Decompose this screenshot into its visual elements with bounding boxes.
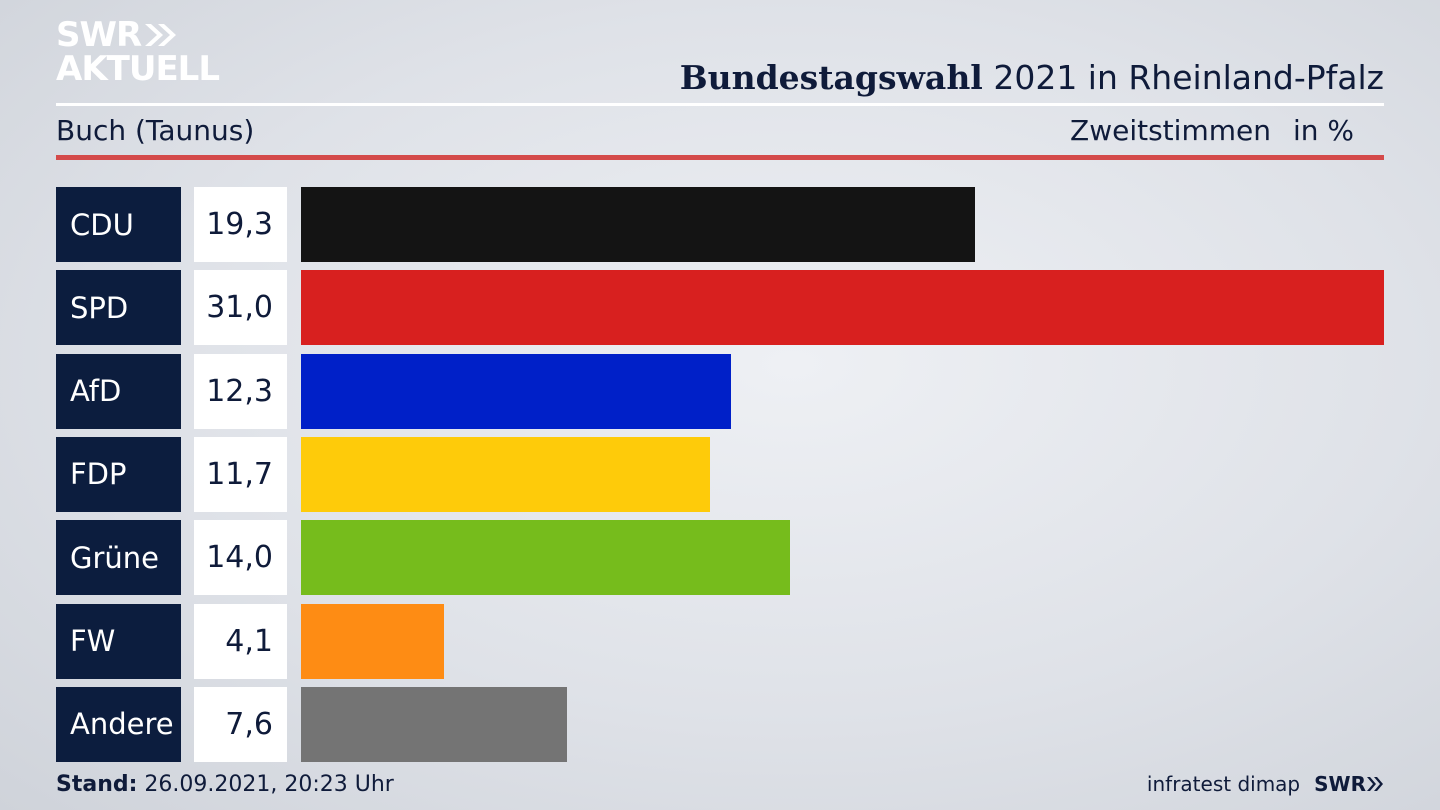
accent-divider (56, 155, 1384, 160)
value-label: 11,7 (194, 436, 287, 512)
swr-aktuell-logo: SWR AKTUELL (56, 15, 220, 89)
bar (301, 353, 731, 429)
bar (301, 686, 567, 762)
value-label: 19,3 (194, 187, 287, 262)
bar (301, 603, 444, 679)
double-chevron-right-icon (143, 22, 179, 48)
bar-row: FDP 11,7 (56, 436, 1384, 512)
title-bold: Bundestagswahl (679, 58, 983, 97)
value-label: 7,6 (194, 686, 287, 762)
party-label: SPD (56, 270, 181, 346)
party-label: FW (56, 603, 181, 679)
bar-row: SPD 31,0 (56, 270, 1384, 346)
swr-small-text: SWR (1314, 772, 1366, 796)
bar-row: Grüne 14,0 (56, 520, 1384, 596)
party-label: Andere (56, 686, 181, 762)
logo-text-swr: SWR (56, 15, 142, 55)
header-divider (56, 103, 1384, 106)
unit-label: Zweitstimmen in % (1070, 114, 1354, 147)
timestamp: Stand: 26.09.2021, 20:23 Uhr (56, 772, 394, 797)
chart-subtitle: Buch (Taunus) (56, 114, 255, 147)
bar-row: CDU 19,3 (56, 187, 1384, 262)
bar (301, 436, 710, 512)
value-label: 31,0 (194, 270, 287, 346)
bar (301, 187, 975, 262)
party-label: Grüne (56, 520, 181, 596)
source-text: infratest dimap (1146, 772, 1301, 796)
bar-row: Andere 7,6 (56, 686, 1384, 762)
chart-title: Bundestagswahl 2021 in Rheinland-Pfalz (680, 58, 1384, 97)
value-label: 12,3 (194, 353, 287, 429)
bar-row: FW 4,1 (56, 603, 1384, 679)
bar-row: AfD 12,3 (56, 353, 1384, 429)
value-label: 14,0 (194, 520, 287, 596)
title-rest: 2021 in Rheinland-Pfalz (982, 58, 1384, 97)
stand-label: Stand: (56, 772, 138, 797)
value-label: 4,1 (194, 603, 287, 679)
party-label: FDP (56, 436, 181, 512)
party-label: AfD (56, 353, 181, 429)
source-credit: infratest dimap SWR (1147, 772, 1384, 796)
party-label: CDU (56, 187, 181, 262)
logo-text-aktuell: AKTUELL (56, 49, 220, 89)
measure-label: Zweitstimmen (1070, 114, 1271, 147)
bar (301, 270, 1384, 346)
double-chevron-right-icon-small (1367, 777, 1383, 791)
bar (301, 520, 790, 596)
stand-value: 26.09.2021, 20:23 Uhr (137, 772, 394, 797)
unit-text: in % (1292, 114, 1354, 147)
swr-small-logo: SWR (1314, 772, 1384, 796)
